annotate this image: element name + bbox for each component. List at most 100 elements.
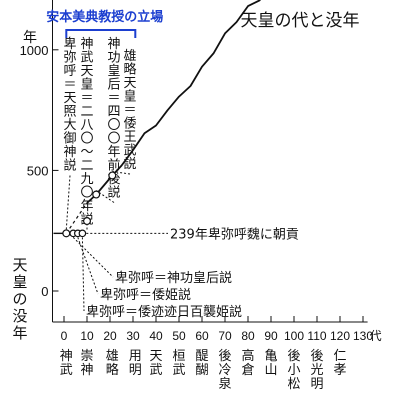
emperor-label: 用明 — [129, 349, 142, 378]
hypothesis-text-char: 八 — [80, 118, 93, 133]
emperor-label-char: 泉 — [218, 376, 231, 392]
hypothesis-text-char: 〇 — [80, 186, 93, 201]
x-tick-label: 20 — [103, 329, 117, 343]
emperor-label: 神武 — [60, 349, 73, 378]
hypothesis-text-char: 弥 — [63, 50, 76, 66]
hypothesis-text-char: 雄 — [123, 49, 136, 64]
hypothesis-point — [62, 229, 71, 238]
hypothesis-text-char: 説 — [123, 156, 136, 172]
x-tick-label: 50 — [172, 329, 186, 343]
x-tick-label: 90 — [264, 329, 278, 343]
alternative-text: 卑弥呼＝倭姫説 — [100, 287, 191, 303]
hypothesis-text-char: 呼 — [63, 64, 76, 79]
x-tick-label: 120 — [330, 329, 350, 343]
y-axis-label-char: 天 — [12, 256, 27, 274]
hypothesis-text-char: 四 — [107, 105, 120, 120]
hypothesis-text-char: ＝ — [80, 91, 93, 106]
alternative-point — [78, 229, 87, 238]
hypothesis-text-char: 后 — [107, 78, 120, 93]
emperor-label: 後光明 — [310, 349, 323, 392]
hypothesis-text-char: 二 — [80, 105, 93, 120]
emperor-label: 桓武 — [172, 349, 185, 378]
hypothesis-text-char: 大 — [63, 118, 76, 133]
hypothesis-text-char: 御 — [63, 132, 76, 147]
dashed-estimate-line — [65, 202, 88, 234]
y-axis-label-char: 没 — [12, 307, 27, 325]
emperor-label-char: 後 — [218, 349, 231, 364]
hypothesis-text-char: 天 — [123, 76, 136, 91]
x-unit-label: 代 — [370, 329, 382, 343]
hypothesis-text-char: 天 — [80, 64, 93, 79]
hypothesis-text-char: ＝ — [123, 103, 136, 118]
emperor-label-char: 光 — [310, 363, 323, 378]
hypothesis-text-char: 説 — [63, 158, 76, 174]
emperor-label-char: 神 — [60, 349, 73, 364]
emperor-label-char: 明 — [310, 377, 323, 392]
hypothesis-text-char: 神 — [63, 145, 76, 160]
emperor-label-char: 桓 — [172, 349, 185, 364]
y-unit-label: 年 — [23, 30, 37, 46]
x-tick-label: 30 — [126, 329, 140, 343]
legend-bracket — [65, 29, 137, 38]
chart-title: 天皇の代と没年 — [241, 11, 360, 31]
x-tick-label: 80 — [241, 329, 255, 343]
hypothesis-text-char: 皇 — [80, 78, 93, 93]
emperor-label-char: 後 — [287, 349, 300, 364]
hypothesis-text-char: 武 — [80, 51, 93, 66]
alternative-text: 卑弥呼＝倭迹迹日百襲姫説 — [86, 304, 242, 320]
hypothesis-text-char: 説 — [107, 185, 120, 201]
annotation-239-text: 239年卑弥呼魏に朝貢 — [170, 226, 299, 242]
x-tick-label: 130 — [353, 329, 373, 343]
hypothesis-text-char: 〇 — [107, 132, 120, 147]
alternative-connector — [77, 237, 99, 295]
emperor-label-char: 略 — [106, 362, 119, 378]
emperor-label-char: 松 — [287, 377, 300, 392]
alternative-text: 卑弥呼＝神功皇后説 — [115, 270, 232, 286]
x-tick-label: 0 — [61, 329, 68, 343]
hypothesis-text-char: 卑 — [63, 36, 76, 52]
hypothesis-text-char: 〇 — [80, 132, 93, 147]
x-tick-label: 40 — [149, 329, 163, 343]
legend-bracket-label: 安本美典教授の立場 — [46, 9, 163, 25]
hypothesis-text-char: 武 — [123, 144, 136, 159]
emperor-label-char: 小 — [287, 363, 300, 378]
emperor-label-char: 武 — [172, 363, 185, 378]
emperor-label-char: 神 — [80, 363, 93, 378]
hypothesis-text-char: 倭 — [123, 117, 136, 132]
emperor-label: 崇神 — [80, 349, 93, 378]
hypothesis-text-char: 皇 — [123, 90, 136, 105]
x-tick-label: 10 — [80, 329, 94, 343]
emperor-label: 後冷泉 — [218, 349, 231, 392]
hypothesis-point — [82, 217, 91, 226]
hypothesis-text-char: 二 — [80, 159, 93, 174]
emperor-label: 後小松 — [287, 349, 300, 392]
hypothesis-connector — [112, 170, 131, 175]
hypothesis-text-char: 略 — [123, 62, 136, 78]
emperor-label-char: 冷 — [218, 363, 231, 378]
emperor-label-char: 仁 — [333, 349, 346, 364]
series-line — [86, 0, 261, 204]
hypothesis-text-char: 王 — [123, 130, 136, 145]
y-axis-label-char: の — [12, 290, 27, 308]
emperor-label-char: 高 — [241, 348, 254, 364]
emperor-label-char: 山 — [264, 363, 277, 378]
x-tick-label: 110 — [307, 329, 326, 343]
hypothesis-text-char: 皇 — [107, 64, 120, 79]
hypothesis-point — [108, 171, 117, 180]
hypothesis-text-char: 年 — [107, 145, 120, 160]
emperor-label: 雄略 — [106, 349, 119, 378]
hypothesis-text-char: 年 — [80, 199, 93, 214]
x-tick-label: 70 — [218, 329, 232, 343]
hypothesis-text-char: ＝ — [107, 91, 120, 106]
x-tick-label: 100 — [284, 329, 304, 343]
hypothesis-text-char: 九 — [80, 172, 93, 187]
emperor-label-char: 孝 — [333, 363, 346, 378]
emperor-label-char: 崇 — [80, 349, 93, 364]
hypothesis-text-char: ＝ — [63, 78, 76, 93]
hypothesis-text-char: 〜 — [80, 145, 93, 160]
